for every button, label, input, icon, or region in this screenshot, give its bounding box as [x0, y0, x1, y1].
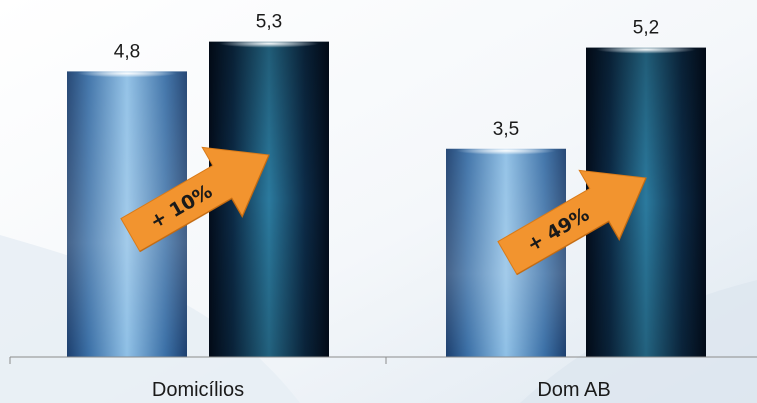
growth-arrows-layer: + 10% + 49% [120, 146, 647, 276]
x-axis: Domicílios Dom AB [9, 356, 757, 401]
value-label-dom-ab-after: 5,2 [633, 18, 659, 39]
x-tick-label-dom-ab: Dom AB [537, 379, 610, 401]
bar-highlight-dom-ab-before [456, 146, 556, 155]
value-label-dom-ab-before: 3,5 [493, 119, 519, 140]
value-labels-layer: 4,8 5,3 3,5 5,2 [114, 12, 659, 140]
arrow-shadow [139, 154, 270, 253]
arrow-shadow [516, 177, 647, 276]
bar-highlight-dom-ab-after [596, 45, 696, 54]
bar-highlight-domicilios-after [219, 39, 319, 48]
value-label-domicilios-after: 5,3 [256, 12, 282, 33]
bar-highlight-domicilios-before [77, 69, 177, 78]
x-tick-label-domicilios: Domicílios [152, 379, 244, 401]
growth-arrow-dom-ab: + 49% [497, 169, 647, 276]
value-label-domicilios-before: 4,8 [114, 41, 140, 62]
